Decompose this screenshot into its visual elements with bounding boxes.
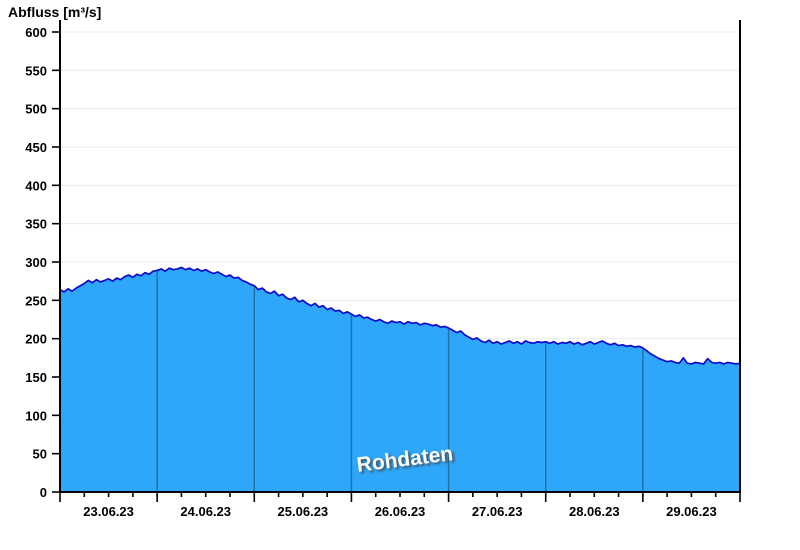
y-tick-label: 400	[25, 178, 47, 193]
y-tick-label: 150	[25, 370, 47, 385]
y-tick-label: 200	[25, 332, 47, 347]
x-tick-label: 23.06.23	[83, 504, 134, 519]
x-tick-label: 29.06.23	[666, 504, 717, 519]
x-tick-label: 28.06.23	[569, 504, 620, 519]
y-tick-label: 0	[40, 485, 47, 500]
y-tick-label: 550	[25, 63, 47, 78]
y-tick-label: 100	[25, 408, 47, 423]
x-tick-label: 24.06.23	[180, 504, 231, 519]
area-fill	[60, 267, 740, 492]
y-tick-label: 500	[25, 102, 47, 117]
x-tick-label: 27.06.23	[472, 504, 523, 519]
y-tick-label: 350	[25, 217, 47, 232]
y-tick-label: 300	[25, 255, 47, 270]
data-line	[59, 266, 741, 365]
y-tick-label: 50	[33, 447, 47, 462]
x-tick-label: 26.06.23	[375, 504, 426, 519]
chart-title: Abfluss [m³/s]	[8, 4, 102, 20]
x-tick-label: 25.06.23	[278, 504, 329, 519]
y-tick-label: 450	[25, 140, 47, 155]
y-tick-label: 250	[25, 293, 47, 308]
y-tick-label: 600	[25, 25, 47, 40]
